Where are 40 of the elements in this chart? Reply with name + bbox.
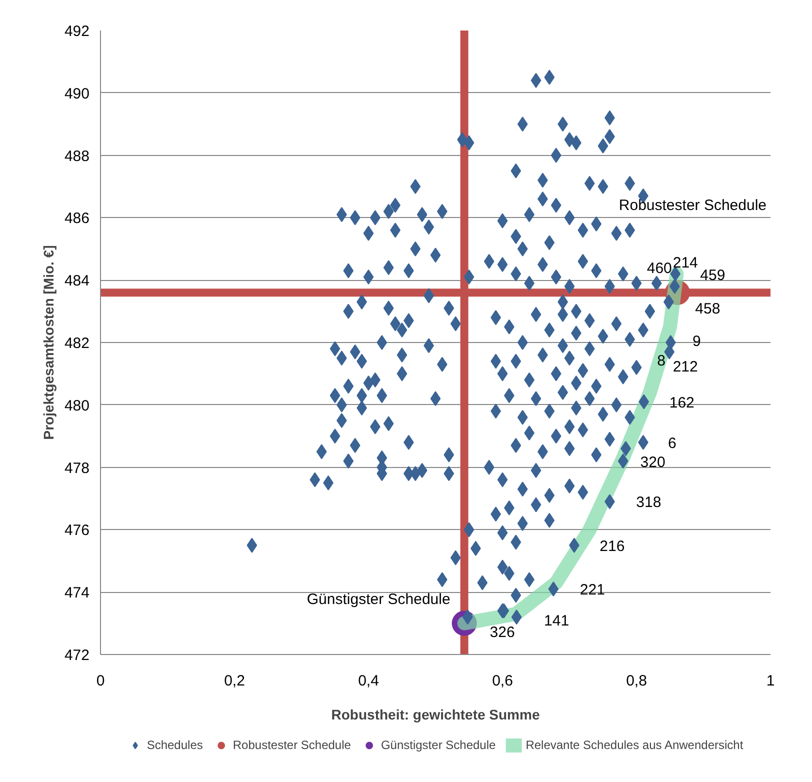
y-tick-label: 488 xyxy=(64,148,90,165)
y-tick-label: 476 xyxy=(64,522,90,540)
legend-label: Günstigster Schedule xyxy=(380,738,496,752)
legend-label: Schedules xyxy=(146,738,203,752)
x-axis-title: Robustheit: gewichtete Summe xyxy=(331,706,540,722)
annotation: 216 xyxy=(600,538,625,555)
annotation: 214 xyxy=(672,254,698,272)
annotation: 320 xyxy=(640,454,666,472)
x-tick-label: 0,2 xyxy=(224,672,245,690)
x-tick-label: 0,6 xyxy=(492,672,513,690)
annotation: Robustester Schedule xyxy=(618,197,767,214)
annotation: 221 xyxy=(580,581,605,598)
y-tick-label: 486 xyxy=(64,210,90,228)
annotation: Günstigster Schedule xyxy=(306,590,450,608)
annotation: 6 xyxy=(668,434,676,452)
y-tick-label: 484 xyxy=(64,272,90,290)
x-tick-label: 0,8 xyxy=(626,672,647,690)
annotation: 460 xyxy=(646,260,672,278)
annotation: 162 xyxy=(669,394,694,412)
y-tick-label: 478 xyxy=(64,460,90,477)
annotation: 318 xyxy=(636,494,662,512)
y-tick-label: 480 xyxy=(64,397,90,414)
annotation: 8 xyxy=(657,352,666,370)
legend-label: Relevante Schedules aus Anwendersicht xyxy=(526,738,744,752)
annotation: 326 xyxy=(490,624,515,641)
x-tick-label: 0 xyxy=(96,672,105,690)
y-tick-label: 474 xyxy=(64,584,90,602)
y-tick-label: 472 xyxy=(64,647,90,664)
x-tick-label: 0,4 xyxy=(358,672,379,690)
annotation: 212 xyxy=(672,358,698,376)
y-tick-label: 492 xyxy=(64,23,90,40)
x-tick-label: 1 xyxy=(766,672,775,690)
y-axis-title: Projektgesamtkosten [Mio. €] xyxy=(40,245,56,440)
annotation: 141 xyxy=(544,612,570,630)
annotation: 9 xyxy=(692,333,701,350)
annotation: 458 xyxy=(695,300,720,318)
legend-label: Robustester Schedule xyxy=(232,738,351,752)
y-tick-label: 490 xyxy=(64,85,90,102)
y-tick-label: 482 xyxy=(64,335,90,352)
annotation: 459 xyxy=(700,266,726,284)
